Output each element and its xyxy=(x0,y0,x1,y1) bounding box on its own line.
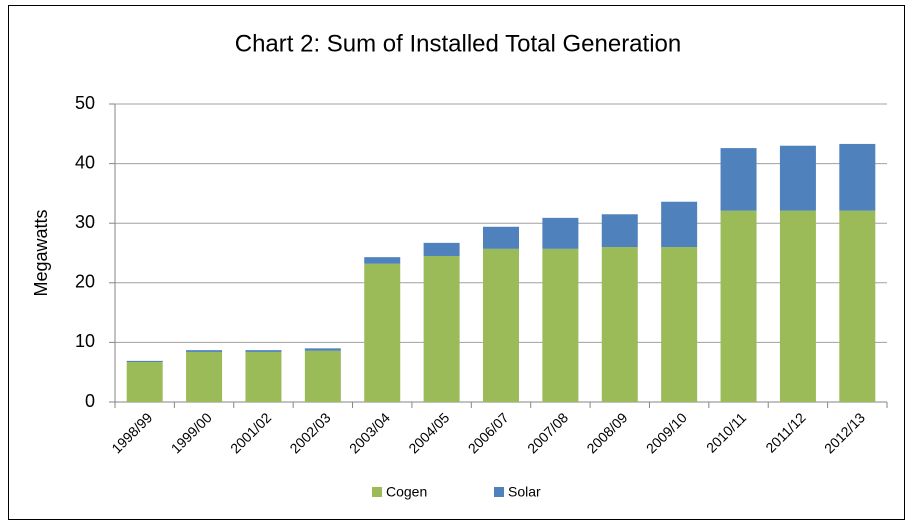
bar-segment xyxy=(126,362,163,402)
bar-segment xyxy=(304,350,341,402)
bar-segment xyxy=(483,226,519,249)
bar-segment xyxy=(839,143,876,211)
y-axis-label: Megawatts xyxy=(31,209,51,296)
bar-segment xyxy=(661,247,698,402)
bar-segment xyxy=(186,350,223,352)
y-tick-label: 30 xyxy=(75,212,95,232)
bar-segment xyxy=(542,217,579,249)
bar-segment xyxy=(423,242,460,256)
bar-segment xyxy=(720,148,757,211)
chart-title: Chart 2: Sum of Installed Total Generati… xyxy=(235,30,681,57)
legend-label: Solar xyxy=(508,484,541,500)
y-tick-label: 10 xyxy=(75,331,95,351)
bar-segment xyxy=(839,210,876,402)
bar-segment xyxy=(601,214,638,248)
y-tick-label: 40 xyxy=(75,152,95,172)
y-tick-label: 50 xyxy=(75,93,95,113)
y-tick-label: 0 xyxy=(85,391,95,411)
bar-segment xyxy=(779,210,816,402)
bar-segment xyxy=(364,257,401,264)
bar-segment xyxy=(542,248,579,402)
legend-swatch xyxy=(494,487,504,497)
bar-segment xyxy=(661,201,698,248)
y-tick-label: 20 xyxy=(75,272,95,292)
bar-segment xyxy=(601,247,638,402)
legend-label: Cogen xyxy=(386,484,427,500)
legend-swatch xyxy=(372,487,382,497)
bar-segment xyxy=(126,360,163,363)
bar-segment xyxy=(245,351,282,402)
bar-segment xyxy=(483,248,519,402)
bar-segment xyxy=(423,255,460,402)
bar-segment xyxy=(186,351,223,402)
bar-segment xyxy=(720,210,757,402)
bar-segment xyxy=(779,145,816,211)
bar-segment xyxy=(304,348,341,351)
bar-segment xyxy=(364,263,401,402)
bar-segment xyxy=(245,350,282,352)
